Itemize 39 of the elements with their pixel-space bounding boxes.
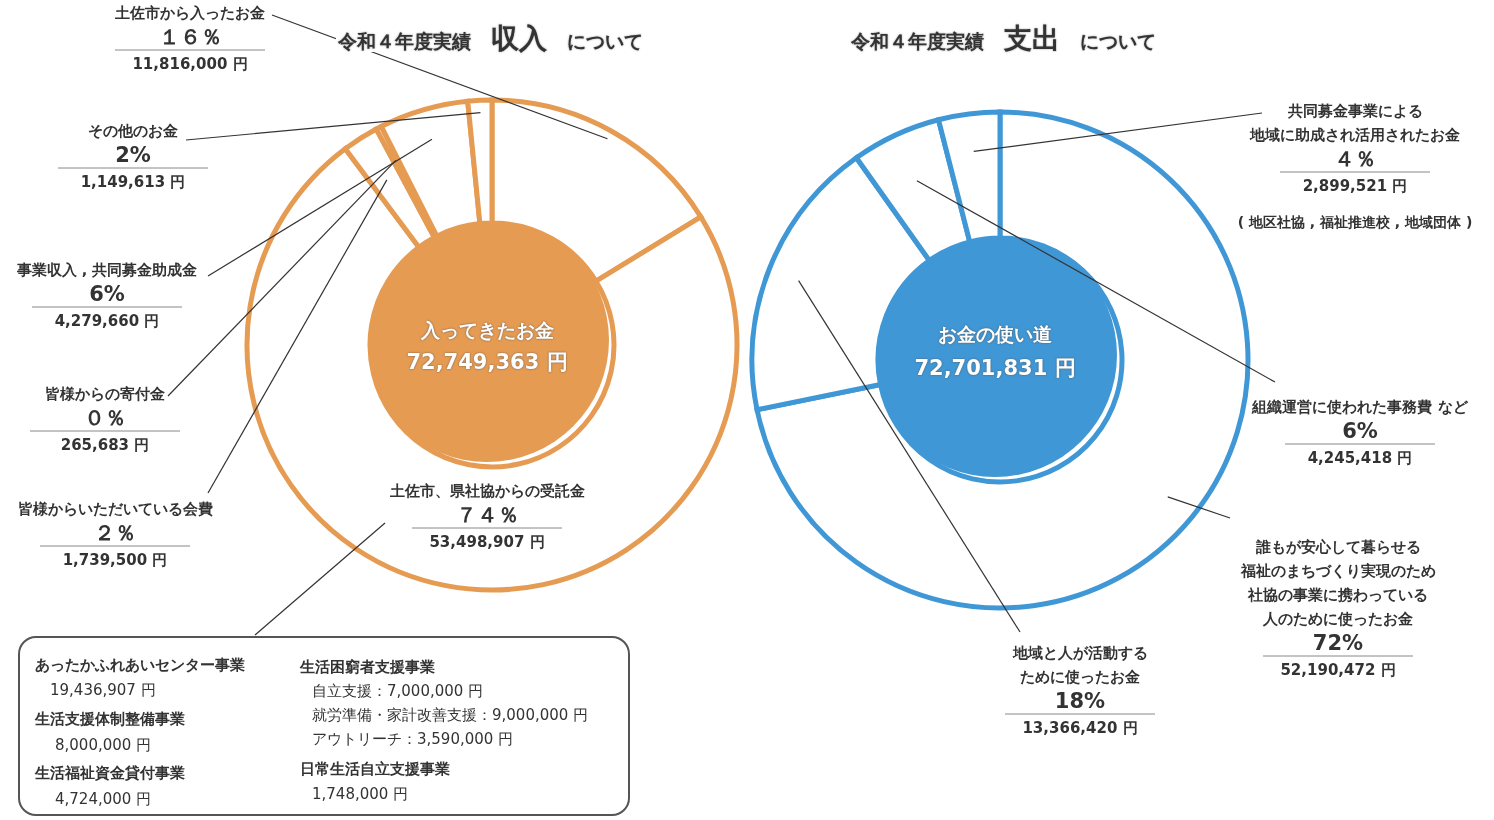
data-label: 72% 52,190,472 円 bbox=[1280, 631, 1396, 679]
data-label: 18% 13,366,420 円 bbox=[1022, 689, 1138, 737]
text: 就労準備・家計改善支援：9,000,000 円 bbox=[312, 705, 589, 726]
slice-label: 誰もが安心して暮らせる福祉のまちづくり実現のため社協の事業に携わっている人のために使ったお金 bbox=[1239, 538, 1436, 627]
slice-label: 皆様からいただいている会費 bbox=[17, 501, 213, 517]
data-label: ７４％ 53,498,907 円 bbox=[429, 503, 545, 551]
slice-label: 土佐市から入ったお金 bbox=[114, 4, 265, 21]
slice-label: 皆様からの寄付金 bbox=[45, 385, 165, 402]
text: ( 地区社協 , 福祉推進校 , 地域団体 ) bbox=[1236, 213, 1474, 232]
data-label: 6% 4,279,660 円 bbox=[54, 282, 160, 330]
chart-title: 令和４年度実績 支出 について bbox=[849, 22, 1157, 55]
text: 72,701,831 円 bbox=[913, 356, 1077, 380]
data-label: 6% 4,245,418 円 bbox=[1307, 419, 1413, 467]
slice-label: 共同募金事業による地域に助成され活用されたお金 bbox=[1249, 103, 1460, 143]
slice-label: その他のお金 bbox=[88, 123, 178, 139]
data-label: ０％ 265,683 円 bbox=[60, 406, 150, 454]
text: あったかふれあいセンター事業 bbox=[35, 655, 245, 676]
data-label: 2% 1,149,613 円 bbox=[80, 143, 186, 191]
text: 1,748,000 円 bbox=[312, 784, 409, 805]
text: 生活福祉資金貸付事業 bbox=[35, 763, 185, 784]
text: お金の使い道 bbox=[937, 322, 1053, 346]
text: 入ってきたお金 bbox=[419, 318, 555, 342]
slice-label: 組織運営に使われた事務費 など bbox=[1251, 399, 1469, 415]
text: 日常生活自立支援事業 bbox=[300, 759, 450, 780]
text: 自立支援：7,000,000 円 bbox=[312, 681, 484, 702]
data-label: ２％ 1,739,500 円 bbox=[62, 521, 168, 569]
text: 8,000,000 円 bbox=[55, 735, 152, 756]
text: アウトリーチ：3,590,000 円 bbox=[312, 729, 514, 750]
text: 生活困窮者支援事業 bbox=[300, 657, 435, 678]
text: 72,749,363 円 bbox=[405, 350, 569, 374]
slice-label: 土佐市、県社協からの受託金 bbox=[388, 482, 585, 499]
text: 生活支援体制整備事業 bbox=[35, 709, 185, 730]
slice-label: 事業収入 , 共同募金助成金 bbox=[15, 262, 198, 278]
data-label: ４％ 2,899,521 円 bbox=[1302, 147, 1408, 195]
text: 4,724,000 円 bbox=[55, 789, 152, 810]
text: 19,436,907 円 bbox=[50, 680, 156, 701]
slice-label: 地域と人が活動するために使ったお金 bbox=[1011, 645, 1148, 685]
data-label: １６％ 11,816,000 円 bbox=[132, 25, 248, 73]
text: 令和４年度実績 収入 について bbox=[336, 22, 644, 55]
